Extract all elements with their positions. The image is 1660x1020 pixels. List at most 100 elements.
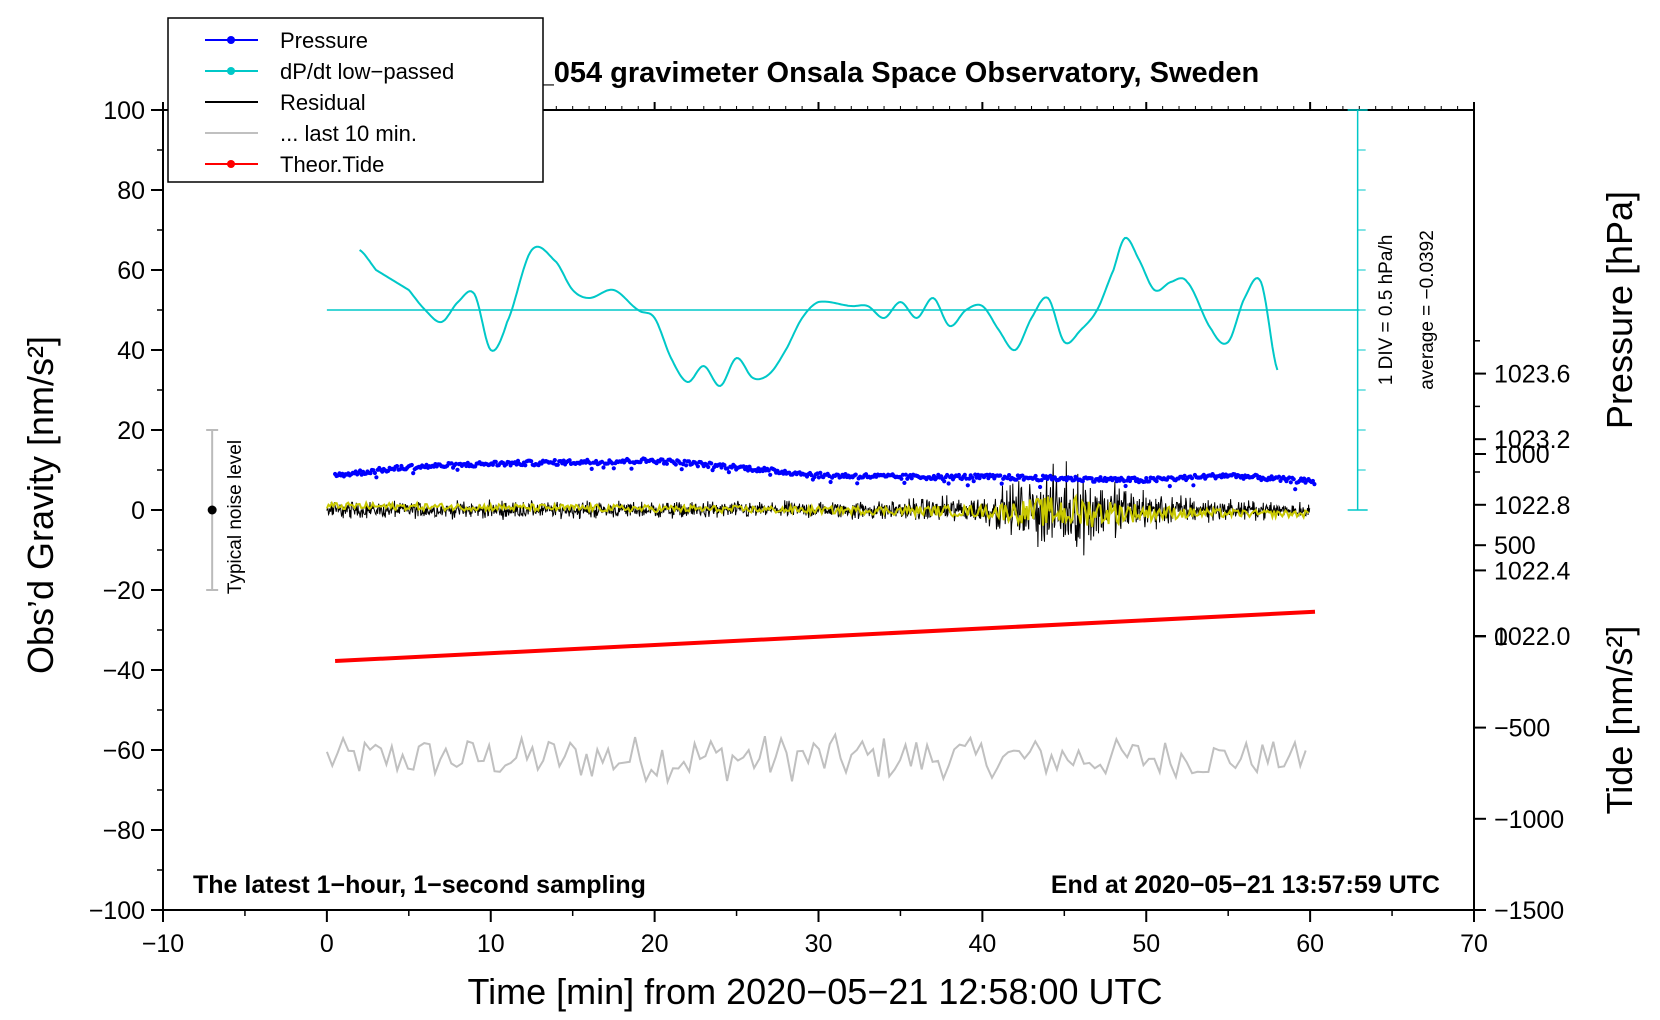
legend-entry-label: Residual xyxy=(280,90,366,115)
pressure-point xyxy=(610,461,615,466)
pressure-point xyxy=(589,466,594,471)
pressure-point xyxy=(1123,483,1128,489)
pressure-point xyxy=(1293,487,1298,492)
pressure-point xyxy=(629,466,634,471)
pressure-point xyxy=(942,479,947,484)
pressure-point xyxy=(627,460,633,465)
legend-entry-label: ... last 10 min. xyxy=(280,121,417,146)
pressure-point xyxy=(1007,473,1012,478)
pressure-point xyxy=(493,459,498,464)
y-tick-label: 100 xyxy=(103,97,145,125)
dpdt-lowpassed-line xyxy=(359,236,1279,388)
pressure-point xyxy=(611,466,616,471)
pressure-point xyxy=(818,470,823,475)
pressure-point xyxy=(956,472,962,478)
pressure-point xyxy=(684,463,689,468)
pressure-point xyxy=(853,472,858,477)
pressure-point xyxy=(1191,483,1196,488)
pressure-point xyxy=(962,472,967,477)
y-tick-label: −80 xyxy=(103,817,145,845)
legend-entry-label: Pressure xyxy=(280,28,368,53)
tide-tick-label: −500 xyxy=(1494,715,1550,743)
residual-smoothed-line xyxy=(325,493,1310,528)
pressure-point xyxy=(809,473,814,478)
legend-entry-label: dP/dt low−passed xyxy=(280,59,454,84)
x-axis-ticks: −10 0 10 20 30 40 50 60 70 xyxy=(142,102,1488,958)
legend-entry-label: Theor.Tide xyxy=(280,152,384,177)
pressure-tick-label: 1023.6 xyxy=(1494,361,1570,389)
y-axis-ticks: 100 80 60 40 20 0 −20 −40 −60 −80 −100 xyxy=(89,97,163,925)
right-axis-ticks: 1022.0 1022.4 1022.8 1023.2 1023.6 1000 500 0 −5… xyxy=(1474,340,1571,925)
pressure-point xyxy=(394,464,400,469)
pressure-point xyxy=(909,476,914,481)
tide-tick-label: 500 xyxy=(1494,532,1536,560)
pressure-point xyxy=(1147,479,1152,484)
y-axis-title-pressure: Pressure [hPa] xyxy=(1599,191,1640,429)
pressure-point xyxy=(709,461,714,466)
legend: Pressure dP/dt low−passed Residual ... last… xyxy=(167,17,544,183)
pressure-point xyxy=(726,470,732,475)
y-tick-label: −60 xyxy=(103,737,145,765)
pressure-point xyxy=(1039,478,1044,483)
pressure-tick-label: 1022.8 xyxy=(1494,492,1570,520)
chart-title: SCG_054 gravimeter Onsala Space Observat… xyxy=(475,57,1259,89)
pressure-point xyxy=(946,481,951,486)
x-tick-label: −10 xyxy=(142,930,184,958)
pressure-point xyxy=(719,465,724,470)
pressure-point xyxy=(601,465,606,470)
legend-swatch-dot xyxy=(227,67,235,75)
pressure-point xyxy=(664,461,670,466)
y-tick-label: 60 xyxy=(117,257,145,285)
div-label: 1 DIV = 0.5 hPa/h xyxy=(1376,235,1397,386)
y-tick-label: −100 xyxy=(89,897,145,925)
x-axis-title: Time [min] from 2020−05−21 12:58:00 UTC xyxy=(467,971,1162,1012)
pressure-point xyxy=(1033,473,1038,479)
x-tick-label: 10 xyxy=(477,930,505,958)
y-tick-label: −40 xyxy=(103,657,145,685)
pressure-point xyxy=(552,458,557,463)
pressure-point xyxy=(1182,473,1187,478)
theor-tide-line xyxy=(334,609,1316,663)
pressure-point xyxy=(717,462,723,467)
pressure-point xyxy=(374,475,379,480)
pressure-point xyxy=(673,462,678,467)
x-tick-label: 70 xyxy=(1460,930,1488,958)
pressure-point xyxy=(1312,482,1317,487)
pressure-points xyxy=(333,456,1317,492)
pressure-point xyxy=(766,468,771,473)
pressure-point xyxy=(529,459,534,464)
tide-tick-label: −1000 xyxy=(1494,806,1564,834)
y-tick-label: 20 xyxy=(117,417,145,445)
pressure-point xyxy=(1154,479,1159,484)
pressure-point xyxy=(1038,484,1043,490)
pressure-point xyxy=(1167,484,1172,489)
pressure-tick-label: 1023.2 xyxy=(1494,426,1570,454)
pressure-point xyxy=(523,463,528,468)
pressure-tick-label: 1022.0 xyxy=(1494,623,1570,651)
pressure-point xyxy=(855,481,860,486)
noise-indicator xyxy=(206,429,219,591)
pressure-point xyxy=(971,479,976,484)
y-axis-title-tide: Tide [nm/s²] xyxy=(1599,626,1640,815)
x-tick-label: 60 xyxy=(1296,930,1324,958)
bottom-right-note: End at 2020−05−21 13:57:59 UTC xyxy=(1051,871,1440,899)
pressure-point xyxy=(1291,477,1296,482)
pressure-point xyxy=(1048,473,1053,478)
average-label: average = −0.0392 xyxy=(1417,230,1438,390)
noise-label: Typical noise level xyxy=(225,440,246,594)
x-tick-label: 30 xyxy=(805,930,833,958)
legend-swatch-dot xyxy=(227,160,235,168)
pressure-point xyxy=(828,479,833,485)
pressure-point xyxy=(986,476,991,481)
y-axis-title-left-text: Obs’d Gravity [nm/s²] xyxy=(20,336,61,674)
x-tick-label: 20 xyxy=(641,930,669,958)
y-tick-label: 80 xyxy=(117,177,145,205)
pressure-point xyxy=(1189,476,1195,481)
noise-dot xyxy=(207,505,217,515)
pressure-point xyxy=(945,472,950,478)
tide-tick-label: −1500 xyxy=(1494,897,1564,925)
pressure-point xyxy=(902,480,907,485)
pressure-point xyxy=(899,476,904,481)
x-tick-label: 50 xyxy=(1132,930,1160,958)
y-tick-label: −20 xyxy=(103,577,145,605)
